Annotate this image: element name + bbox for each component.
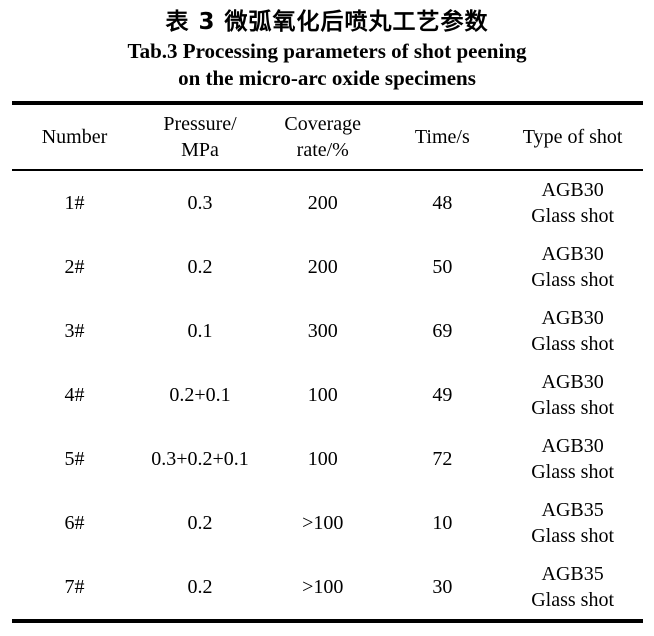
table-cell-time: 30 xyxy=(432,576,453,598)
table-cell-time: 49 xyxy=(432,384,453,406)
table-cell-coverage: 300 xyxy=(307,320,338,342)
table-cell-pressure: 0.2 xyxy=(187,576,213,598)
caption-chinese: 表 3 微弧氧化后喷丸工艺参数 xyxy=(165,9,489,35)
table-cell-number: 3# xyxy=(64,320,85,342)
table-cell-time: 10 xyxy=(432,512,453,534)
table-cell-shot: AGB35 Glass shot xyxy=(531,499,615,547)
table-cell-coverage: 200 xyxy=(307,256,338,278)
table-cell-pressure: 0.3 xyxy=(187,192,213,214)
table-cell-time: 72 xyxy=(432,448,453,470)
table-row: 2# 0.2 200 50 AGB30 Glass shot xyxy=(12,235,643,299)
table-cell-number: 1# xyxy=(64,192,85,214)
table-row: 4# 0.2+0.1 100 49 AGB30 Glass shot xyxy=(12,363,643,427)
table-cell-shot: AGB35 Glass shot xyxy=(531,563,615,611)
table-cell-number: 4# xyxy=(64,384,85,406)
table-row: 7# 0.2 >100 30 AGB35 Glass shot xyxy=(12,555,643,621)
table-body: 1# 0.3 200 48 AGB30 Glass shot 2# 0.2 200 50 AGB3… xyxy=(12,170,643,621)
table-cell-time: 69 xyxy=(432,320,453,342)
table-row: 6# 0.2 >100 10 AGB35 Glass shot xyxy=(12,491,643,555)
column-header-pressure: Pressure/ MPa xyxy=(136,103,264,171)
table-cell-pressure: 0.2 xyxy=(187,256,213,278)
caption-english-line1: Tab.3 Processing parameters of shot peen… xyxy=(127,39,527,63)
table-cell-shot: AGB30 Glass shot xyxy=(531,307,615,355)
table-cell-number: 6# xyxy=(64,512,85,534)
column-header-shot: Type of shot xyxy=(502,103,643,171)
parameters-table: Number Pressure/ MPa Coverage rate/% Tim… xyxy=(12,101,643,623)
table-cell-shot: AGB30 Glass shot xyxy=(531,371,615,419)
table-cell-coverage: >100 xyxy=(302,512,344,534)
table-cell-number: 2# xyxy=(64,256,85,278)
caption-english-line2: on the micro-arc oxide specimens xyxy=(178,66,476,90)
table-cell-pressure: 0.2+0.1 xyxy=(169,384,231,406)
table-cell-pressure: 0.2 xyxy=(187,512,213,534)
table-cell-time: 48 xyxy=(432,192,453,214)
table-cell-coverage: 200 xyxy=(307,192,338,214)
table-cell-number: 7# xyxy=(64,576,85,598)
table-cell-shot: AGB30 Glass shot xyxy=(531,179,615,227)
table-row: 1# 0.3 200 48 AGB30 Glass shot xyxy=(12,170,643,235)
column-header-time: Time/s xyxy=(382,103,503,171)
table-cell-shot: AGB30 Glass shot xyxy=(531,435,615,483)
column-header-number: Number xyxy=(12,103,137,171)
table-cell-time: 50 xyxy=(432,256,453,278)
table-cell-pressure: 0.3+0.2+0.1 xyxy=(151,448,249,470)
table-cell-pressure: 0.1 xyxy=(187,320,213,342)
table-cell-coverage: >100 xyxy=(302,576,344,598)
column-header-coverage: Coverage rate/% xyxy=(263,103,383,171)
table-header-row: Number Pressure/ MPa Coverage rate/% Tim… xyxy=(12,103,643,171)
table-cell-coverage: 100 xyxy=(307,384,338,406)
table-caption: 表 3 微弧氧化后喷丸工艺参数 Tab.3 Processing paramet… xyxy=(0,0,654,92)
table-row: 5# 0.3+0.2+0.1 100 72 AGB30 Glass shot xyxy=(12,427,643,491)
table-cell-shot: AGB30 Glass shot xyxy=(531,243,615,291)
table-cell-number: 5# xyxy=(64,448,85,470)
table-cell-coverage: 100 xyxy=(307,448,338,470)
table-row: 3# 0.1 300 69 AGB30 Glass shot xyxy=(12,299,643,363)
